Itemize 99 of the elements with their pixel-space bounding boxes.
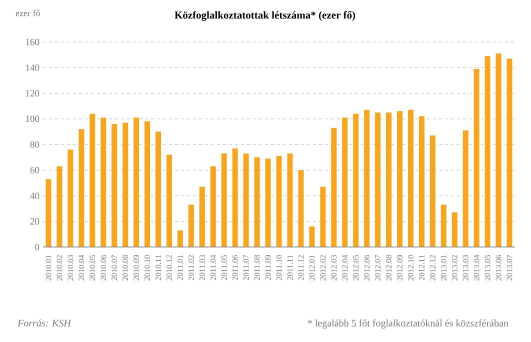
x-tick-label: 2011.01	[178, 255, 183, 280]
x-tick-label: 2011.03	[199, 255, 205, 280]
x-tick-label: 2010.02	[56, 255, 62, 280]
bar	[375, 112, 381, 247]
bar	[462, 130, 468, 247]
bar	[408, 110, 414, 247]
bar	[254, 157, 260, 247]
x-tick-label: 2011.12	[298, 255, 304, 280]
bar	[156, 132, 162, 247]
x-tick-label: 2010.07	[112, 255, 118, 280]
bar	[474, 68, 480, 247]
bar	[144, 121, 150, 247]
x-tick-label: 2012.08	[386, 255, 392, 280]
bar	[430, 136, 436, 247]
chart-title: Közfoglalkoztatottak létszáma* (ezer fő)	[174, 11, 356, 21]
x-tick-label: 2010.05	[90, 255, 96, 280]
bar	[122, 122, 128, 247]
x-tick-label: 2010.11	[156, 255, 161, 280]
x-tick-label: 2011.04	[210, 254, 216, 280]
y-tick-label: 100	[26, 116, 40, 122]
x-tick-label: 2011.05	[221, 255, 227, 280]
x-tick-label: 2013.03	[462, 255, 468, 280]
bar	[396, 111, 402, 247]
x-tick-label: 2012.01	[309, 255, 315, 280]
y-tick-label: 80	[30, 141, 40, 148]
x-tick-label: 2013.06	[496, 255, 502, 280]
text: Forrás: KSH	[17, 319, 72, 327]
x-tick-label: 2012.06	[364, 255, 370, 280]
x-tick-label: 2012.09	[397, 255, 402, 280]
x-tick-label: 2010.09	[134, 255, 140, 280]
bar	[90, 114, 96, 247]
x-tick-label: 2010.06	[100, 255, 106, 280]
x-tick-label: 2013.04	[474, 254, 480, 280]
bar	[331, 128, 337, 247]
y-tick-label: 20	[30, 218, 40, 225]
x-tick-label: 2010.08	[122, 255, 128, 280]
bar	[353, 114, 359, 247]
x-tick-label: 2013.02	[452, 255, 458, 280]
x-tick-label: 2011.09	[265, 255, 271, 280]
x-tick-label: 2013.01	[440, 255, 446, 280]
x-tick-label: 2013.05	[484, 255, 490, 280]
x-tick-label: 2011.07	[243, 255, 249, 280]
text: * legalább 5 főt foglalkoztatóknál és közszférában	[308, 319, 508, 329]
bar	[210, 166, 216, 247]
y-tick-label: 40	[30, 192, 40, 199]
x-tick-label: 2011.10	[276, 255, 282, 280]
bar	[298, 170, 304, 247]
x-tick-label: 2012.07	[375, 255, 380, 280]
bar	[364, 110, 370, 247]
bar	[166, 154, 172, 247]
bar	[78, 129, 84, 247]
y-tick-label: 140	[26, 64, 40, 71]
bar	[199, 186, 205, 247]
bar	[440, 204, 446, 247]
x-tick-label: 2010.12	[166, 255, 172, 280]
bar	[46, 179, 52, 247]
bar	[221, 153, 227, 247]
x-tick-label: 2012.02	[320, 255, 326, 280]
y-tick-label: 120	[26, 90, 40, 96]
x-tick-label: 2010.04	[78, 254, 84, 280]
bar	[177, 230, 183, 247]
bar	[309, 226, 315, 247]
bar	[188, 204, 194, 247]
bar	[232, 148, 238, 247]
x-tick-label: 2012.03	[331, 255, 337, 280]
bar	[386, 112, 392, 247]
bar	[506, 58, 512, 247]
bar	[496, 54, 502, 247]
bar	[484, 56, 490, 247]
bar	[265, 158, 271, 247]
y-tick-label: 60	[30, 166, 40, 174]
bar	[418, 116, 424, 247]
y-tick-label: 0	[35, 244, 40, 250]
x-tick-label: 2011.06	[232, 255, 238, 280]
x-tick-label: 2010.10	[144, 255, 150, 280]
bar	[342, 118, 348, 247]
x-tick-label: 2011.11	[287, 255, 293, 280]
bar	[452, 212, 458, 247]
bar	[56, 166, 62, 247]
bar	[276, 156, 282, 247]
x-tick-label: 2012.10	[408, 255, 414, 280]
bar	[100, 118, 106, 247]
x-tick-label: 2012.05	[353, 255, 359, 280]
y-axis-title: ezer fő	[16, 10, 40, 16]
bar	[112, 124, 118, 247]
bar	[287, 153, 293, 247]
bar	[320, 186, 326, 247]
bar	[243, 153, 249, 247]
x-tick-label: 2012.12	[430, 255, 436, 280]
x-tick-label: 2011.02	[188, 255, 194, 280]
y-tick-label: 160	[26, 38, 40, 46]
bar	[68, 150, 74, 247]
x-tick-label: 2012.04	[342, 254, 348, 280]
bar	[134, 118, 140, 247]
x-tick-label: 2012.11	[418, 255, 424, 280]
x-tick-label: 2010.01	[46, 255, 52, 280]
x-tick-label: 2013.07	[506, 255, 512, 280]
x-tick-label: 2011.08	[254, 255, 260, 280]
x-tick-label: 2010.03	[68, 255, 74, 280]
